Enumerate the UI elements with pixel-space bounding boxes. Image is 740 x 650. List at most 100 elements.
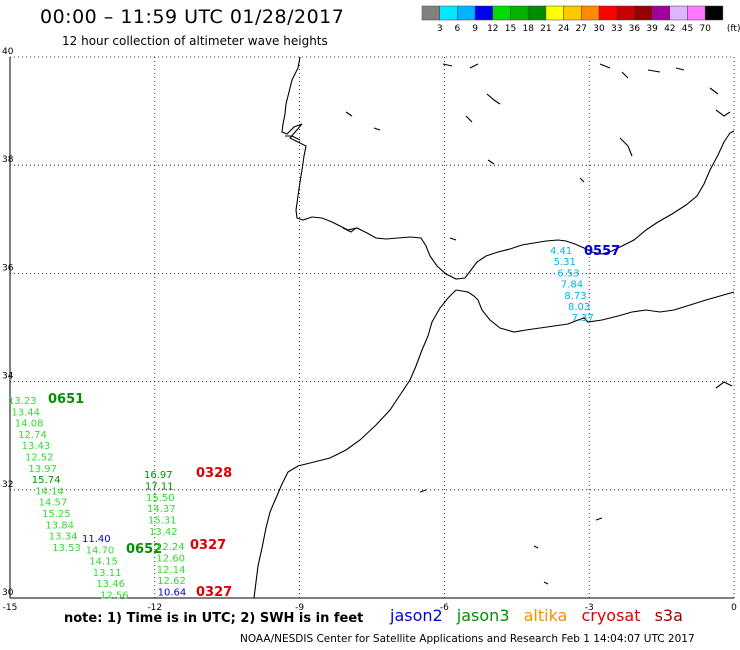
wave-height-value: 13.46 [96,579,125,590]
coast-fragment-19 [419,489,427,493]
legend-swatch [563,5,582,21]
legend-label: 18 [522,24,534,34]
coast-fragment-8 [715,109,731,117]
track-time-label: 0327 [190,538,226,553]
satellite-altika: altika [523,606,568,625]
legend-swatch [421,5,440,21]
legend-swatch [616,5,635,21]
altimeter-tracks: 0557 4.415.316.537.848.738.037.37 0651 13.2… [8,244,620,602]
track-1: 065113.2313.4414.0812.7413.4312.5213.971… [8,392,84,554]
satellite-jason2: jason2 [390,606,443,625]
legend-swatch [598,5,617,21]
track-time-label: 0652 [126,542,162,557]
graticule [9,56,735,599]
wave-height-value: 12.24 [156,542,185,553]
legend-label: 39 [646,24,658,34]
lon-tick-label: -3 [585,603,594,613]
lon-tick-label: 0 [731,603,737,613]
wave-height-value: 13.53 [52,543,81,554]
lat-tick-label: 30 [2,588,14,598]
track-time-label: 0557 [584,244,620,259]
track-5: 0327 [196,585,232,600]
track-time-label: 0328 [196,466,232,481]
lat-tick-label: 36 [2,263,14,273]
coast-fragment-3 [599,63,611,69]
lon-tick-label: -6 [440,603,449,613]
wave-height-value: 7.37 [572,313,594,324]
legend-label: 3 [437,24,443,34]
wave-height-value: 8.03 [568,302,590,313]
coast-portugal [281,56,735,280]
plot-frame [9,57,734,599]
legend-swatch [704,5,724,21]
credit-line: NOAA/NESDIS Center for Satellite Applica… [240,633,695,645]
coast-atlantic-africa [253,289,457,599]
legend-label: 27 [576,24,587,34]
coast-fragment-5 [647,69,661,73]
wave-height-value: 10.64 [158,588,187,599]
wave-height-value: 12.60 [156,553,185,564]
track-0: 0557 4.415.316.537.848.738.037.37 [550,244,620,324]
wave-height-value: 4.41 [550,246,572,257]
map-title: 00:00 – 11:59 UTC 01/28/2017 [40,6,345,28]
lat-tick-label: 32 [2,480,13,490]
legend-label: 6 [455,24,461,34]
wave-height-value: 12.62 [157,576,186,587]
legend-swatch [687,5,706,21]
legend-swatch [581,5,600,21]
coast-fragment-1 [442,63,453,67]
track-time-label: 0327 [196,585,232,600]
coast-morocco [455,289,735,333]
legend-swatch [474,5,494,21]
coast-fragment-15 [449,237,457,241]
legend-label: 33 [611,24,622,34]
legend-label: 24 [558,24,570,34]
lat-tick-label: 38 [2,155,14,165]
wave-height-value: 12.14 [157,565,186,576]
axis-tick-labels: -15 -12 -9 -6 -3 0 40 38 36 34 32 30 [2,47,737,613]
wave-height-value: 14.70 [86,545,115,556]
coast-tagus [285,135,301,141]
wave-height-value: 5.31 [554,257,576,268]
wave-height-value: 16.97 [144,470,173,481]
wave-height-value: 14.15 [89,557,118,568]
coast-fragment-14 [373,127,381,131]
footnote: note: 1) Time is in UTC; 2) SWH is in fe… [64,611,364,626]
wave-height-value: 15.31 [148,516,177,527]
coastline [253,56,735,599]
coast-cadiz-lagoon [342,227,357,233]
coast-fragment-7 [709,87,719,95]
wave-height-value: 13.34 [49,532,78,543]
wave-height-value: 12.52 [25,453,54,464]
wave-height-value: 6.53 [557,268,579,279]
coast-fragment-18 [595,517,603,521]
legend-label: 36 [629,24,641,34]
coast-fragment-4 [621,71,629,79]
legend-label: 30 [593,24,605,34]
legend-label: 15 [505,24,516,34]
wave-height-value: 15.50 [146,493,175,504]
legend-label: 70 [699,24,711,34]
legend-swatch [510,5,529,21]
wave-height-value: 13.23 [8,396,37,407]
wave-height-value: 14.14 [35,486,64,497]
coast-fragment-13 [345,111,353,117]
wave-height-value: 12.56 [100,591,129,602]
lon-tick-label: -15 [3,603,18,613]
wave-height-value: 13.44 [11,407,40,418]
wave-height-value: 13.84 [45,520,74,531]
wave-height-value: 13.43 [22,441,51,452]
lat-tick-label: 34 [2,372,14,382]
satellite-jason3: jason3 [456,606,510,625]
legend-label: 45 [682,24,693,34]
satellite-legend: jason2 jason3 altika cryosat s3a [390,606,692,625]
legend-swatch [634,5,653,21]
wave-height-value: 14.57 [39,498,68,509]
wave-height-value: 14.37 [147,504,176,515]
coast-fragment-2 [469,63,479,69]
wave-height-value: 7.84 [561,280,583,291]
legend-label: 21 [540,24,551,34]
wave-height-value: 17.11 [145,481,174,492]
